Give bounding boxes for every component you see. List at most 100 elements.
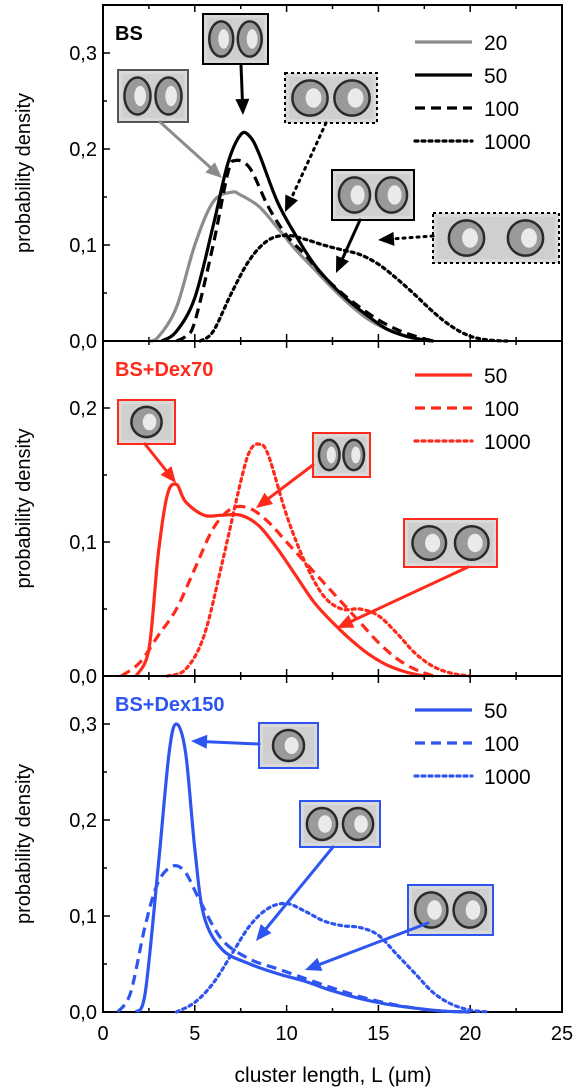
cell-image-thumbnail <box>202 13 269 65</box>
cell-highlight <box>387 185 402 205</box>
cell-image-thumbnail <box>258 722 319 769</box>
series-line-100 <box>116 864 471 1014</box>
arrow-head <box>256 492 273 508</box>
series-line-50 <box>134 482 425 678</box>
arrow-head <box>160 466 176 483</box>
x-tick-label: 20 <box>459 1023 481 1045</box>
legend-label: 100 <box>484 398 519 421</box>
cell-highlight <box>165 85 177 107</box>
y-axis-label: probability density <box>13 764 35 924</box>
x-tick-label: 25 <box>551 1023 573 1045</box>
cell-highlight <box>462 228 478 248</box>
panel-label: BS+Dex70 <box>115 359 213 381</box>
y-tick-label: 0,1 <box>69 235 97 257</box>
arrow-head <box>337 614 355 628</box>
arrow-head <box>285 194 299 212</box>
y-tick-label: 0,2 <box>69 398 97 420</box>
arrow-head <box>191 734 208 749</box>
plot-frame <box>102 340 563 677</box>
cell-image-thumbnail <box>117 69 189 123</box>
inset-arrow <box>239 63 244 101</box>
cell-image-thumbnail <box>432 212 560 264</box>
cell-highlight <box>354 815 368 833</box>
series-line-1000 <box>165 442 472 678</box>
arrow-head <box>336 255 349 273</box>
cell-highlight <box>218 29 230 49</box>
cell-highlight <box>246 29 258 49</box>
legend-label: 1000 <box>484 431 531 454</box>
legend-label: 100 <box>484 733 519 756</box>
cell-highlight <box>326 446 336 464</box>
series-line-100 <box>120 504 435 678</box>
series-line-1000 <box>198 233 509 343</box>
inset-arrow <box>392 234 435 241</box>
cell-image-thumbnail <box>117 399 176 445</box>
cell-highlight <box>134 85 146 107</box>
panel-1: 0,0 0,1 0,2 0,3 probability density BS 20 50 100… <box>13 4 563 353</box>
cell-highlight <box>465 900 481 920</box>
x-tick-label: 10 <box>275 1023 297 1045</box>
y-tick-label: 0,1 <box>69 906 97 928</box>
y-tick-label: 0,0 <box>69 331 97 353</box>
cell-image-thumbnail <box>299 800 381 848</box>
cell-highlight <box>521 228 537 248</box>
legend-label: 50 <box>484 365 507 388</box>
cell-highlight <box>142 413 157 431</box>
inset-arrow <box>341 218 362 260</box>
panel-label: BS+Dex150 <box>115 694 225 716</box>
inset-arrow <box>158 120 212 169</box>
arrow-head <box>235 98 250 115</box>
cell-highlight <box>318 815 332 833</box>
x-tick-label: 0 <box>97 1023 108 1045</box>
arrow-head <box>305 957 323 971</box>
panel-2: 0,0 0,1 0,2 probability density BS+Dex70 50 10… <box>13 340 563 688</box>
series-line-50 <box>134 722 471 1014</box>
cell-highlight <box>305 88 322 108</box>
arrow-head <box>256 924 272 941</box>
cell-image-thumbnail <box>284 72 378 124</box>
inset-arrow <box>205 740 261 746</box>
cell-highlight <box>350 185 365 205</box>
inset-arrow <box>143 442 168 472</box>
series-line-50 <box>160 130 434 343</box>
cell-highlight <box>284 736 299 755</box>
legend-label: 1000 <box>484 766 531 789</box>
cell-highlight <box>347 88 364 108</box>
inset-arrow <box>267 463 315 500</box>
y-tick-label: 0,3 <box>69 43 97 65</box>
x-axis-label: cluster length, L (μm) <box>235 1064 432 1087</box>
cell-image-thumbnail <box>331 169 415 221</box>
cell-highlight <box>427 900 442 920</box>
legend-label: 20 <box>484 32 507 55</box>
y-tick-label: 0,0 <box>69 666 97 688</box>
y-tick-label: 0,3 <box>69 714 97 736</box>
y-tick-label: 0,0 <box>69 1002 97 1024</box>
cell-highlight <box>351 446 361 464</box>
arrow-head <box>378 231 395 246</box>
y-axis-label: probability density <box>13 93 35 253</box>
x-tick-label: 5 <box>189 1023 200 1045</box>
y-tick-label: 0,2 <box>69 139 97 161</box>
cell-highlight <box>467 533 483 553</box>
inset-arrow <box>318 921 430 966</box>
legend-label: 50 <box>484 700 507 723</box>
y-tick-label: 0,1 <box>69 532 97 554</box>
y-axis-label: probability density <box>13 428 35 588</box>
legend-label: 1000 <box>484 131 531 154</box>
series-line-1000 <box>174 901 491 1014</box>
inset-arrow <box>290 121 328 199</box>
inset-arrow <box>350 565 470 623</box>
cell-highlight <box>425 533 441 553</box>
cell-image-thumbnail <box>312 432 371 478</box>
y-tick-label: 0,2 <box>69 810 97 832</box>
panel-label: BS <box>115 23 143 45</box>
legend-label: 100 <box>484 98 519 121</box>
arrow-head <box>205 162 222 178</box>
panel-3: 0,0 0,1 0,2 0,3 probability density BS+Dex150… <box>13 675 563 1024</box>
cell-image-thumbnail <box>407 884 494 936</box>
x-tick-label: 15 <box>367 1023 389 1045</box>
legend-label: 50 <box>484 65 507 88</box>
cell-image-thumbnail <box>403 518 498 568</box>
